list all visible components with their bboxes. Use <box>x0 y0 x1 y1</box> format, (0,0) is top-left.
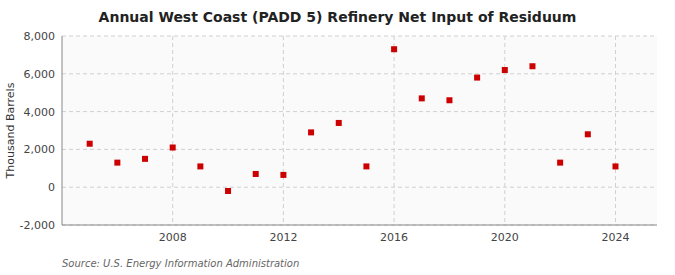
x-axis-line <box>62 225 657 226</box>
point <box>585 131 591 137</box>
grid-line <box>62 187 657 188</box>
point <box>253 171 259 177</box>
axes: -2,000 0 2,000 4,000 6,000 8,000 2008 2012 2016 2… <box>20 30 657 244</box>
x-tick-label: 2024 <box>601 231 629 244</box>
grid-line <box>283 36 284 225</box>
y-tick-label: 2,000 <box>24 143 56 156</box>
point <box>529 63 535 69</box>
y-tick-label: 8,000 <box>24 30 56 43</box>
grid-line <box>504 36 505 225</box>
x-tick-label: 2016 <box>380 231 408 244</box>
y-axis-line <box>62 36 63 225</box>
point <box>336 120 342 126</box>
point <box>170 145 176 151</box>
grid-line <box>62 36 657 37</box>
x-tick-label: 2012 <box>269 231 297 244</box>
point <box>114 160 120 166</box>
y-axis-label: Thousand Barrels <box>4 82 17 179</box>
title: Annual West Coast (PADD 5) Refinery Net … <box>99 9 577 25</box>
point <box>391 46 397 52</box>
y-tick-label: 0 <box>48 181 55 194</box>
y-tick-label: 6,000 <box>24 68 56 81</box>
point <box>197 163 203 169</box>
grid-line <box>172 36 173 225</box>
plot-area <box>62 36 657 225</box>
y-tick-label: -2,000 <box>20 219 55 232</box>
point <box>308 129 314 135</box>
point <box>446 97 452 103</box>
point <box>474 75 480 81</box>
points <box>87 46 619 194</box>
annotation: Source: U.S. Energy Information Administ… <box>62 258 299 269</box>
point <box>612 163 618 169</box>
point <box>363 163 369 169</box>
grid-line <box>62 225 657 226</box>
grid-line <box>394 36 395 225</box>
point <box>280 172 286 178</box>
grid-line <box>62 111 657 112</box>
point <box>142 156 148 162</box>
point <box>87 141 93 147</box>
x-tick-label: 2008 <box>159 231 187 244</box>
point <box>557 160 563 166</box>
grid <box>62 36 657 225</box>
grid-line <box>62 149 657 150</box>
point <box>225 188 231 194</box>
y-tick-label: 4,000 <box>24 106 56 119</box>
chart: -2,000 0 2,000 4,000 6,000 8,000 2008 2012 2016 2… <box>0 0 675 275</box>
grid-line <box>615 36 616 225</box>
point <box>502 67 508 73</box>
x-tick-label: 2020 <box>491 231 519 244</box>
point <box>419 95 425 101</box>
grid-line <box>62 73 657 74</box>
